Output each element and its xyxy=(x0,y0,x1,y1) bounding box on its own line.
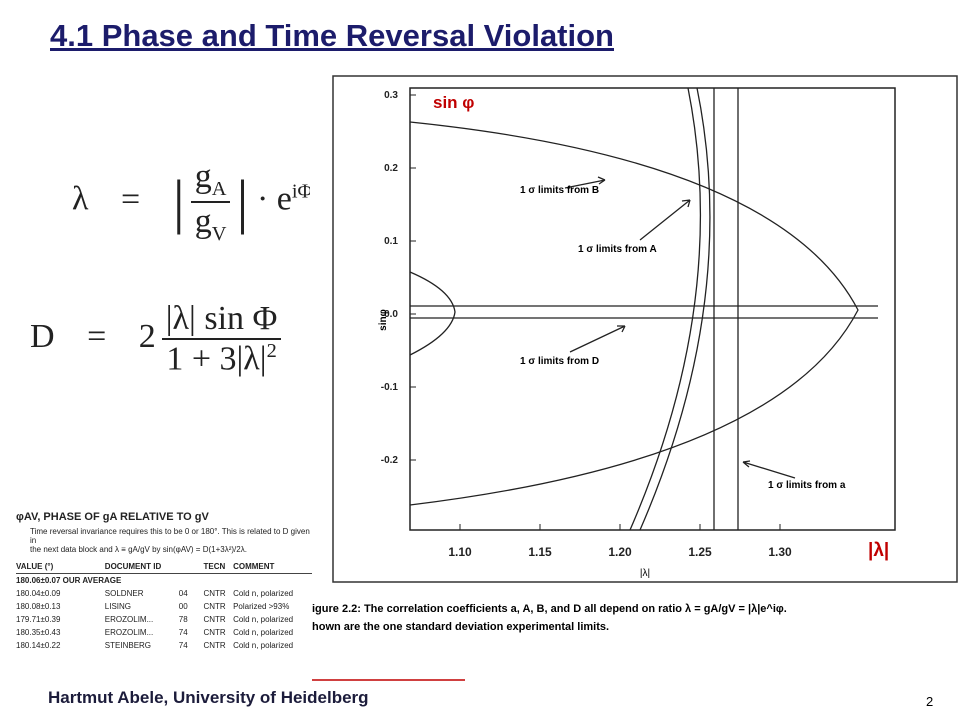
plot-frame xyxy=(409,87,896,531)
table-description: the next data block and λ ≡ gA/gV by sin… xyxy=(30,545,247,554)
footer-author: Hartmut Abele, University of Heidelberg xyxy=(48,688,369,707)
table-header-row: VALUE (°) DOCUMENT ID TECN COMMENT xyxy=(16,560,312,574)
annotation: 1 σ limits from D xyxy=(520,356,599,367)
table-cell: 179.71±0.39 xyxy=(16,615,61,624)
arrow xyxy=(742,460,796,479)
table-cell: Cold n, polarized xyxy=(233,615,294,624)
arrow xyxy=(569,325,626,353)
overlay-label: sin φ xyxy=(433,93,474,112)
table-average: 180.06±0.07 OUR AVERAGE xyxy=(16,576,122,585)
eq-text: g xyxy=(194,158,212,195)
curve-a xyxy=(629,87,702,531)
equation-lambda: λ = | gA gV | · eiΦ xyxy=(72,158,313,246)
y-tick-label: -0.1 xyxy=(381,382,399,393)
x-tick-label: 1.30 xyxy=(768,545,792,559)
table-row: 180.04±0.09 SOLDNER 04 CNTR Cold n, polarize… xyxy=(16,587,312,600)
table-cell: CNTR xyxy=(203,628,226,637)
fraction: gA gV xyxy=(190,158,231,246)
eq-text: 1 + 3|λ| xyxy=(166,340,267,378)
eq-text: λ xyxy=(72,180,89,218)
table-row: 180.14±0.22 STEINBERG 74 CNTR Cold n, polari… xyxy=(16,639,312,652)
table-cell: CNTR xyxy=(203,641,226,650)
arrow xyxy=(564,176,606,189)
pdg-table: φAV, PHASE OF gA RELATIVE TO gV Time rev… xyxy=(10,505,312,691)
x-tick-label: 1.25 xyxy=(688,545,712,559)
table-row: 179.71±0.39 EROZOLIM... 78 CNTR Cold n, pola… xyxy=(16,613,312,626)
y-axis-label: sinφ xyxy=(378,309,389,331)
y-tick-label: 0.3 xyxy=(384,90,398,101)
table-header: VALUE (°) xyxy=(16,562,54,571)
table-cell: EROZOLIM... xyxy=(104,615,154,624)
table-description: Time reversal invariance requires this t… xyxy=(30,527,310,545)
table-cell: LISING xyxy=(104,602,132,611)
eq-text: iΦ xyxy=(291,180,313,203)
eq-text: D xyxy=(30,317,55,355)
eq-text: = xyxy=(87,317,107,355)
caption: igure 2.2: The correlation coefficients … xyxy=(312,603,787,615)
curves xyxy=(409,87,878,531)
overlay-label: |λ| xyxy=(868,540,889,561)
page-number: 2 xyxy=(926,694,934,709)
table-cell: 00 xyxy=(178,602,188,611)
eq-text: A xyxy=(211,177,227,200)
eq-text: e xyxy=(276,180,292,218)
eq-text: g xyxy=(194,202,212,240)
table-row: 180.35±0.43 EROZOLIM... 74 CNTR Cold n, pola… xyxy=(16,626,312,639)
table-row: 180.08±0.13 LISING 00 CNTR Polarized >93% xyxy=(16,600,312,613)
curve-b-inner xyxy=(409,271,456,356)
table-cell: 180.35±0.43 xyxy=(16,628,61,637)
slide-title: 4.1 Phase and Time Reversal Violation xyxy=(50,18,614,53)
caption: hown are the one standard deviation expe… xyxy=(312,621,609,633)
table-cell: CNTR xyxy=(203,615,226,624)
eq-text: · xyxy=(256,180,269,218)
table-heading: φAV, PHASE OF gA RELATIVE TO gV xyxy=(16,511,209,523)
curve-a xyxy=(639,87,711,531)
annotation: 1 σ limits from B xyxy=(520,185,599,196)
table-cell: SOLDNER xyxy=(104,589,144,598)
table-cell: 180.08±0.13 xyxy=(16,602,61,611)
y-tick-label: 0.2 xyxy=(384,163,398,174)
table-header: COMMENT xyxy=(233,562,275,571)
table-cell: Polarized >93% xyxy=(233,602,290,611)
table-cell: 74 xyxy=(178,628,188,637)
eq-text: V xyxy=(211,222,227,245)
y-tick-label: 0.1 xyxy=(384,236,398,247)
figure-bg xyxy=(310,72,960,637)
arrow xyxy=(639,199,691,241)
y-tick-label: 0.0 xyxy=(384,309,398,320)
x-tick-label: 1.20 xyxy=(608,545,632,559)
table-cell: 180.04±0.09 xyxy=(16,589,61,598)
table-cell: EROZOLIM... xyxy=(104,628,154,637)
figure-border xyxy=(332,75,958,583)
x-tick-label: 1.15 xyxy=(528,545,552,559)
table-cell: 04 xyxy=(178,589,188,598)
table-cell: Cold n, polarized xyxy=(233,628,294,637)
y-tick-label: -0.2 xyxy=(381,455,399,466)
eq-text: |λ| sin Φ xyxy=(161,300,282,340)
eq-text: = xyxy=(121,180,141,218)
table-cell: CNTR xyxy=(203,602,226,611)
eq-text: 2 xyxy=(138,317,156,355)
table-cell: 78 xyxy=(178,615,188,624)
eq-text: 2 xyxy=(266,340,277,362)
table-cell: 180.14±0.22 xyxy=(16,641,61,650)
table-cell: 74 xyxy=(178,641,188,650)
table-cell: CNTR xyxy=(203,589,226,598)
table-cell: STEINBERG xyxy=(104,641,152,650)
curve-b xyxy=(409,121,859,506)
x-tick-label: 1.10 xyxy=(448,545,472,559)
annotation: 1 σ limits from A xyxy=(578,244,657,255)
table-header: DOCUMENT ID xyxy=(104,562,162,571)
annotation: 1 σ limits from a xyxy=(768,480,846,491)
table-cell: Cold n, polarized xyxy=(233,589,294,598)
table-header: TECN xyxy=(203,562,226,571)
table-cell: Cold n, polarized xyxy=(233,641,294,650)
x-axis-label: |λ| xyxy=(640,568,650,579)
